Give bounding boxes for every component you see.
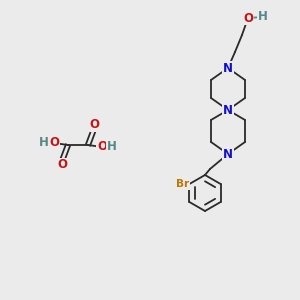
Text: N: N [223,61,233,74]
Text: O: O [243,11,253,25]
Text: O: O [57,158,67,172]
Text: N: N [223,103,233,116]
Text: H: H [107,140,117,154]
Text: H: H [39,136,49,149]
Text: O: O [49,136,59,149]
Text: Br: Br [176,179,189,189]
Text: N: N [223,148,233,160]
Text: H: H [258,11,268,23]
Text: O: O [97,140,107,154]
Text: O: O [89,118,99,131]
